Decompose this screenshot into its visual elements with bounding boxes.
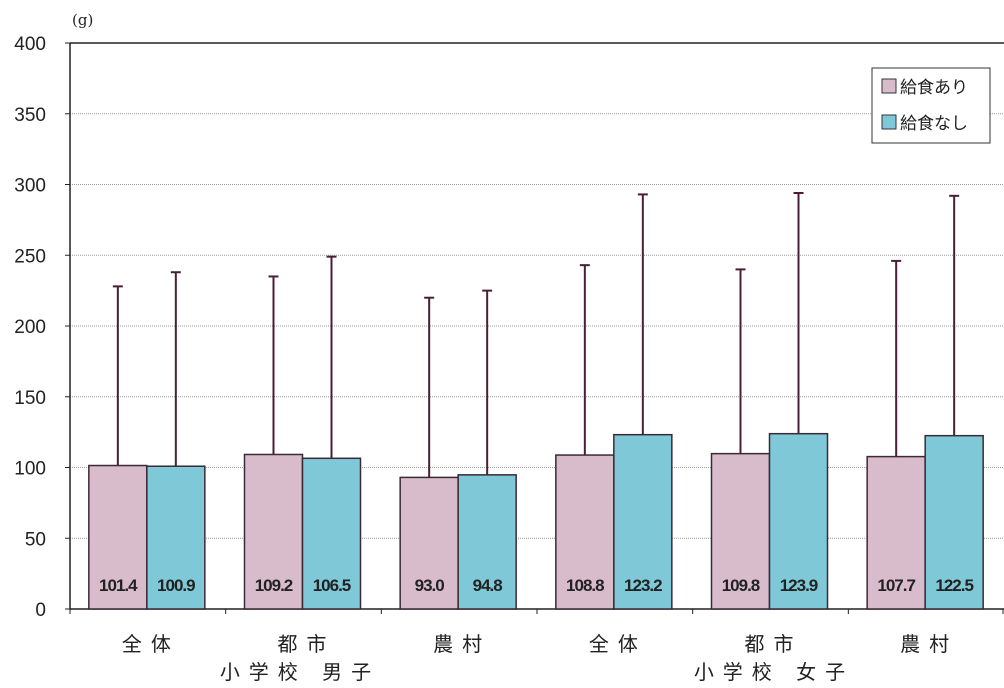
bar <box>243 453 304 610</box>
category-label: 農村 <box>433 632 491 656</box>
bar <box>88 464 148 610</box>
bar <box>555 454 615 610</box>
y-axis-ticks: 0 50 100 150 200 250 300 350 400 <box>14 34 70 621</box>
error-bars <box>112 191 960 478</box>
category-label: 農村 <box>900 632 958 656</box>
data-label: 106.5 <box>313 576 351 595</box>
category-label: 全体 <box>122 632 180 656</box>
data-label: 109.8 <box>722 576 760 595</box>
data-label: 107.7 <box>877 576 915 595</box>
y-tick-label: 250 <box>14 246 46 267</box>
data-label: 108.8 <box>566 576 604 595</box>
category-label: 全体 <box>589 632 647 656</box>
bar <box>768 432 829 610</box>
y-tick-label: 150 <box>14 388 46 409</box>
group-labels: 小学校 男子 小学校 女子 <box>220 660 854 684</box>
y-tick-label: 50 <box>25 529 46 550</box>
y-tick-label: 200 <box>14 317 46 338</box>
bar <box>613 433 673 610</box>
legend-swatch <box>881 78 897 94</box>
data-label: 123.2 <box>624 576 662 595</box>
data-label: 101.4 <box>99 576 138 595</box>
y-tick-label: 100 <box>14 459 46 480</box>
category-label: 都市 <box>278 632 336 656</box>
y-unit-label: (g) <box>72 11 93 29</box>
data-label: 122.5 <box>935 576 973 595</box>
data-label: 109.2 <box>255 576 293 595</box>
bar <box>924 434 984 610</box>
group-label: 小学校 女子 <box>694 660 854 684</box>
bar <box>301 457 362 610</box>
gridlines <box>70 113 1004 539</box>
data-label: 123.9 <box>780 576 818 595</box>
legend-label: 給食なし <box>900 114 968 134</box>
data-label: 93.0 <box>415 576 445 595</box>
legend-label: 給食あり <box>900 78 968 98</box>
group-label: 小学校 男子 <box>220 660 380 684</box>
data-label: 100.9 <box>157 576 195 595</box>
bar <box>146 465 206 610</box>
data-label: 94.8 <box>473 576 503 595</box>
category-label: 都市 <box>745 632 803 656</box>
bar <box>710 452 771 610</box>
y-tick-label: 0 <box>35 600 46 621</box>
y-tick-label: 400 <box>14 34 46 55</box>
bar <box>866 455 926 610</box>
legend-box <box>871 67 991 144</box>
axes <box>69 42 1004 614</box>
y-tick-label: 350 <box>14 105 46 126</box>
legend-swatch <box>881 114 897 130</box>
data-labels: 101.4 100.9 109.2 106.5 93.0 94.8 108.8 123.2 10… <box>99 576 974 595</box>
bars <box>88 432 984 610</box>
bar <box>457 474 517 610</box>
y-tick-label: 300 <box>14 176 46 197</box>
category-labels: 全体 都市 農村 全体 都市 農村 <box>122 632 958 656</box>
